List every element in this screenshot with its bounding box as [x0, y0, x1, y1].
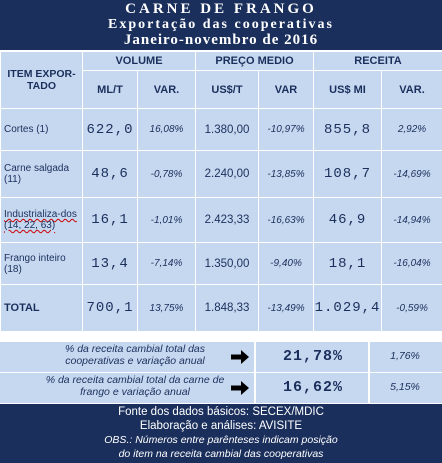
total-volume: 700,1: [82, 284, 138, 332]
row-price: 1.350,00: [195, 242, 259, 285]
col-header-rev-var: VAR.: [381, 70, 442, 109]
summary-divider: [254, 342, 256, 372]
right-arrow-icon: [231, 381, 249, 395]
col-header-price: PREÇO MEDIO: [194, 51, 315, 71]
row-revenue-var: 2,92%: [381, 108, 442, 151]
right-arrow-icon: [231, 350, 249, 364]
row-price: 2.423,33: [195, 197, 259, 243]
row-revenue-var: -14,94%: [381, 197, 442, 243]
table-row: Industrializa-dos (14, 22, 63) 16,1 -1,0…: [0, 197, 442, 243]
table-row: Cortes (1) 622,0 16,08% 1.380,00 -10,97%…: [0, 108, 442, 151]
row-revenue: 18,1: [313, 242, 383, 285]
total-row: TOTAL 700,1 13,75% 1.848,33 -13,49% 1.02…: [0, 284, 442, 332]
row-volume: 48,6: [82, 150, 138, 198]
row-item-label-text: Industrializa-dos (14, 22, 63): [4, 209, 77, 231]
row-price-var: -16,63%: [257, 197, 315, 243]
row-revenue: 46,9: [313, 197, 383, 243]
row-price-var: -9,40%: [257, 242, 315, 285]
summary-divider: [254, 373, 256, 403]
report-header: CARNE DE FRANGO Exportação das cooperati…: [0, 0, 442, 50]
footer-author: Elaboração e análises: AVISITE: [139, 420, 303, 432]
export-table: ITEM EXPOR-TADO VOLUME PREÇO MEDIO RECEI…: [0, 51, 442, 332]
total-volume-var: 13,75%: [137, 284, 196, 332]
report-title: CARNE DE FRANGO: [125, 1, 317, 17]
total-label: TOTAL: [0, 284, 83, 332]
summary-row-chicken: % da receita cambial total da carne de f…: [0, 373, 442, 403]
summary-change: 5,15%: [390, 381, 420, 393]
col-header-usd-t: US$/T: [195, 70, 259, 109]
summary-divider: [368, 373, 370, 403]
summary-row-cooperatives: % da receita cambial total das cooperati…: [0, 342, 442, 372]
col-header-ml-t: ML/T: [82, 70, 138, 109]
total-revenue-var: -0,59%: [381, 284, 442, 332]
row-volume: 622,0: [82, 108, 138, 151]
summary-divider: [368, 342, 370, 372]
row-price-var: -10,97%: [257, 108, 315, 151]
total-price: 1.848,33: [195, 284, 259, 332]
report-subtitle: Exportação das cooperativas: [108, 17, 334, 32]
row-price-var: -13,85%: [257, 150, 315, 198]
total-price-var: -13,49%: [257, 284, 315, 332]
summary-percentage: 21,78%: [282, 348, 343, 365]
row-revenue-var: -14,69%: [381, 150, 442, 198]
col-header-price-var: VAR: [257, 70, 315, 109]
row-item-label: Frango inteiro (18): [0, 242, 83, 285]
row-volume-var: -1,01%: [137, 197, 196, 243]
summary-label: % da receita cambial total das cooperati…: [64, 343, 206, 367]
row-price: 1.380,00: [195, 108, 259, 151]
report-period: Janeiro-novembro de 2016: [123, 32, 319, 48]
row-item-label: Industrializa-dos (14, 22, 63): [0, 197, 83, 243]
col-header-item: ITEM EXPOR-TADO: [0, 51, 83, 109]
col-header-vol-var: VAR.: [137, 70, 196, 109]
col-header-volume: VOLUME: [82, 51, 196, 71]
row-volume-var: 16,08%: [137, 108, 196, 151]
summary-change: 1,76%: [390, 350, 420, 362]
footer-note: OBS.: Números entre parênteses indicam p…: [104, 434, 338, 446]
summary-percentage: 16,62%: [282, 379, 343, 396]
row-volume: 16,1: [82, 197, 138, 243]
table-row: Carne salgada (11) 48,6 -0,78% 2.240,00 …: [0, 150, 442, 198]
row-volume-var: -0,78%: [137, 150, 196, 198]
footer-note-cont: do item na receita cambial das cooperati…: [118, 448, 324, 460]
summary-label: % da receita cambial total da carne de f…: [45, 374, 225, 398]
row-revenue: 855,8: [313, 108, 383, 151]
row-item-label: Cortes (1): [0, 108, 83, 151]
footer-source: Fonte dos dados básicos: SECEX/MDIC: [118, 406, 324, 418]
row-price: 2.240,00: [195, 150, 259, 198]
row-volume-var: -7,14%: [137, 242, 196, 285]
row-item-label: Carne salgada (11): [0, 150, 83, 198]
row-revenue: 108,7: [313, 150, 383, 198]
total-revenue: 1.029,4: [313, 284, 383, 332]
table-row: Frango inteiro (18) 13,4 -7,14% 1.350,00…: [0, 242, 442, 285]
row-revenue-var: -16,04%: [381, 242, 442, 285]
row-volume: 13,4: [82, 242, 138, 285]
col-header-revenue: RECEITA: [313, 51, 442, 71]
col-header-usd-mi: US$ MI: [313, 70, 383, 109]
report-footer: Fonte dos dados básicos: SECEX/MDIC Elab…: [0, 404, 442, 463]
